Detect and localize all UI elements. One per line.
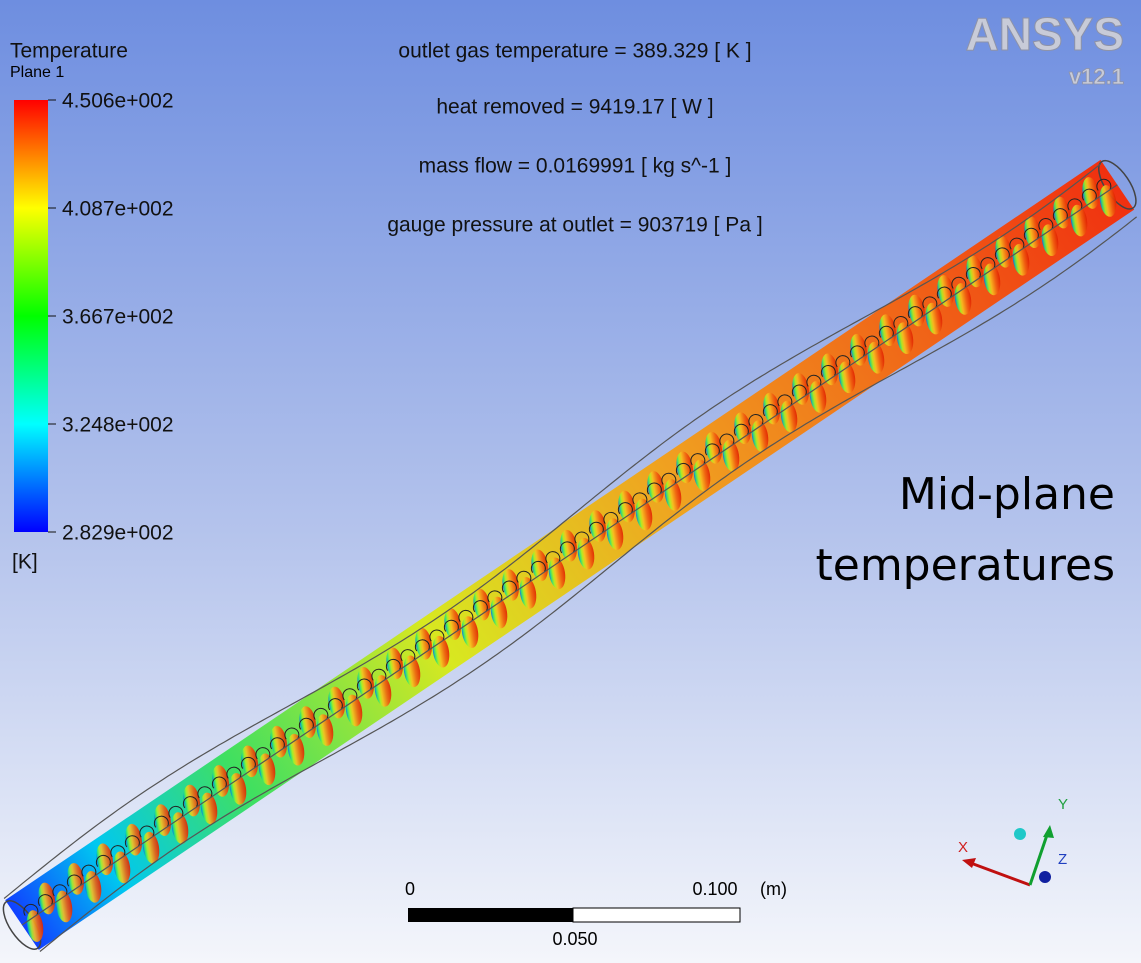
legend-title: Temperature <box>10 40 128 63</box>
axis-label: Z <box>1058 851 1067 868</box>
scale-label: 0.050 <box>552 929 597 949</box>
scale-label: 0 <box>405 879 415 899</box>
legend-subtitle: Plane 1 <box>10 64 64 81</box>
scale-bar-light <box>573 908 740 922</box>
annotation: mass flow = 0.0169991 [ kg s^-1 ] <box>419 155 732 178</box>
logo: ANSYS <box>966 8 1124 60</box>
logo-version: v12.1 <box>1069 64 1124 89</box>
scale-label: 0.100 <box>692 879 737 899</box>
legend-label: 2.829e+002 <box>62 522 174 545</box>
legend-label: 3.248e+002 <box>62 414 174 437</box>
legend-label: 3.667e+002 <box>62 306 174 329</box>
triad-sphere <box>1014 828 1026 840</box>
caption: Mid-plane <box>899 469 1115 520</box>
axis-label: Y <box>1058 796 1068 813</box>
color-bar <box>14 100 48 532</box>
cfd-viewport: Temperature Plane 1 4.506e+002 4.087e+002… <box>0 0 1141 963</box>
annotation: heat removed = 9419.17 [ W ] <box>436 96 713 119</box>
legend-label: 4.506e+002 <box>62 90 174 113</box>
z-axis-dot <box>1039 871 1051 883</box>
legend-label: 4.087e+002 <box>62 198 174 221</box>
scale-unit: (m) <box>760 879 787 899</box>
caption: temperatures <box>816 540 1116 591</box>
legend-unit: [K] <box>12 551 38 574</box>
axis-label: X <box>958 839 968 856</box>
annotation: gauge pressure at outlet = 903719 [ Pa ] <box>387 214 762 237</box>
scale-bar-dark <box>408 908 573 922</box>
annotation: outlet gas temperature = 389.329 [ K ] <box>398 40 751 63</box>
